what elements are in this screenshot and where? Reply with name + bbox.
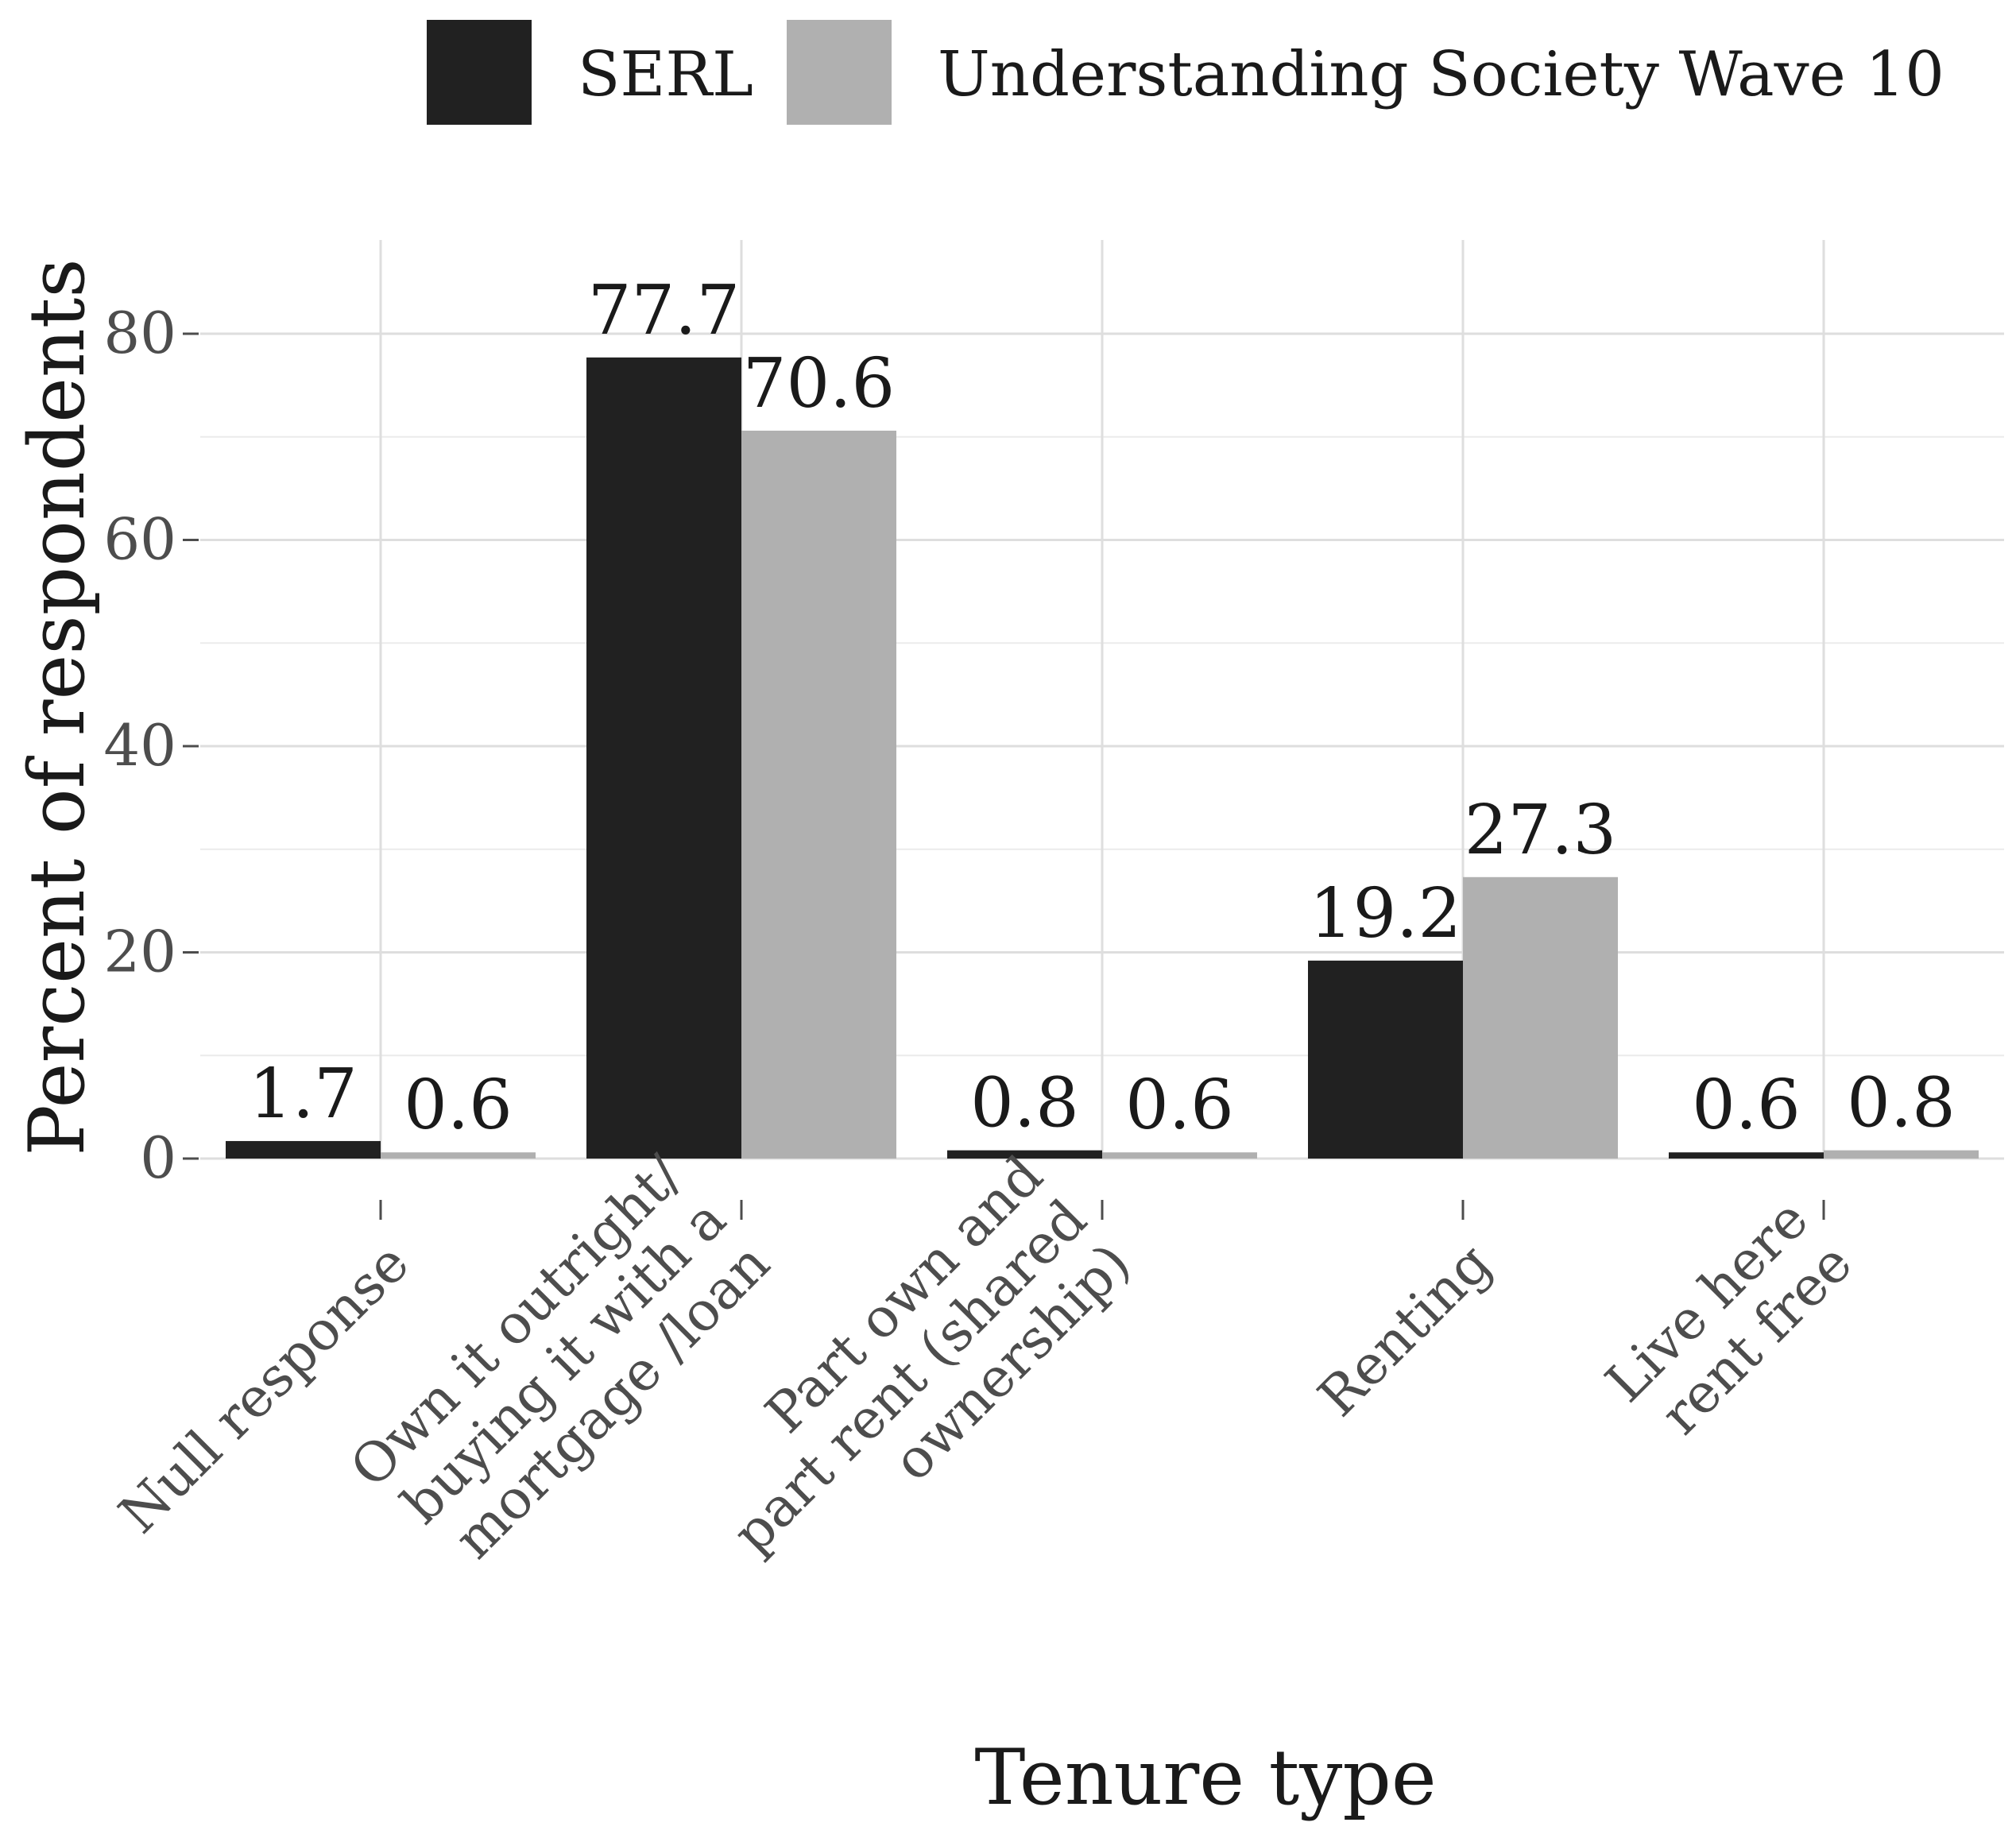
x-tick-label: Part own andpart rent (sharedownership): [678, 1144, 1143, 1610]
data-label: 19.2: [1310, 874, 1461, 954]
x-tick-label-line: Renting: [1306, 1232, 1503, 1429]
legend-label: Understanding Society Wave 10: [938, 39, 1944, 110]
y-tick-label: 40: [103, 712, 176, 779]
y-axis-title: Percent of respondents: [13, 258, 102, 1155]
bar: [741, 430, 896, 1159]
data-label: 0.6: [404, 1066, 513, 1145]
bar: [1308, 960, 1463, 1159]
data-label: 27.3: [1465, 791, 1616, 870]
x-tick-label: Live hererent free: [1594, 1188, 1864, 1458]
bar: [1669, 1152, 1824, 1159]
x-axis-title: Tenure type: [974, 1733, 1436, 1822]
bar: [1102, 1152, 1257, 1159]
y-tick-label: 20: [103, 919, 176, 985]
data-label: 70.6: [743, 344, 895, 424]
x-tick-label-line: Null response: [107, 1232, 421, 1546]
y-tick-label: 80: [103, 300, 176, 366]
bar: [381, 1152, 536, 1159]
data-label: 0.6: [1692, 1066, 1801, 1145]
x-tick-label: Renting: [1306, 1232, 1503, 1429]
gridlines: [200, 240, 2004, 1160]
series-1: 0.6 70.6 0.6 27.3 0.8: [381, 344, 1979, 1159]
bar: [947, 1150, 1102, 1159]
bar: [586, 357, 741, 1159]
data-label: 0.8: [1847, 1064, 1956, 1143]
data-label: 77.7: [588, 271, 740, 350]
data-label: 1.7: [249, 1054, 358, 1134]
y-tick-label: 60: [103, 506, 176, 573]
x-tick-label: Own it outright/buying it with amortgage…: [339, 1144, 782, 1588]
legend-label: SERL: [578, 39, 753, 110]
data-label: 0.6: [1125, 1066, 1234, 1145]
legend-swatch: [427, 20, 532, 125]
bar: [226, 1140, 381, 1159]
x-tick-label: Null response: [107, 1232, 421, 1546]
series-0: 1.7 77.7 0.8 19.2 0.6: [226, 271, 1824, 1159]
legend: SERL Understanding Society Wave 10: [427, 20, 1944, 125]
bar: [1463, 876, 1618, 1159]
bar: [1824, 1150, 1979, 1159]
data-label: 0.8: [970, 1064, 1079, 1143]
legend-swatch: [787, 20, 892, 125]
y-tick-label: 0: [140, 1124, 176, 1191]
bars: 1.7 77.7 0.8 19.2 0.6 0.6 70.6 0.6 27.3 0.8: [226, 271, 1979, 1159]
y-axis: 0 20 40 60 80: [103, 300, 199, 1191]
